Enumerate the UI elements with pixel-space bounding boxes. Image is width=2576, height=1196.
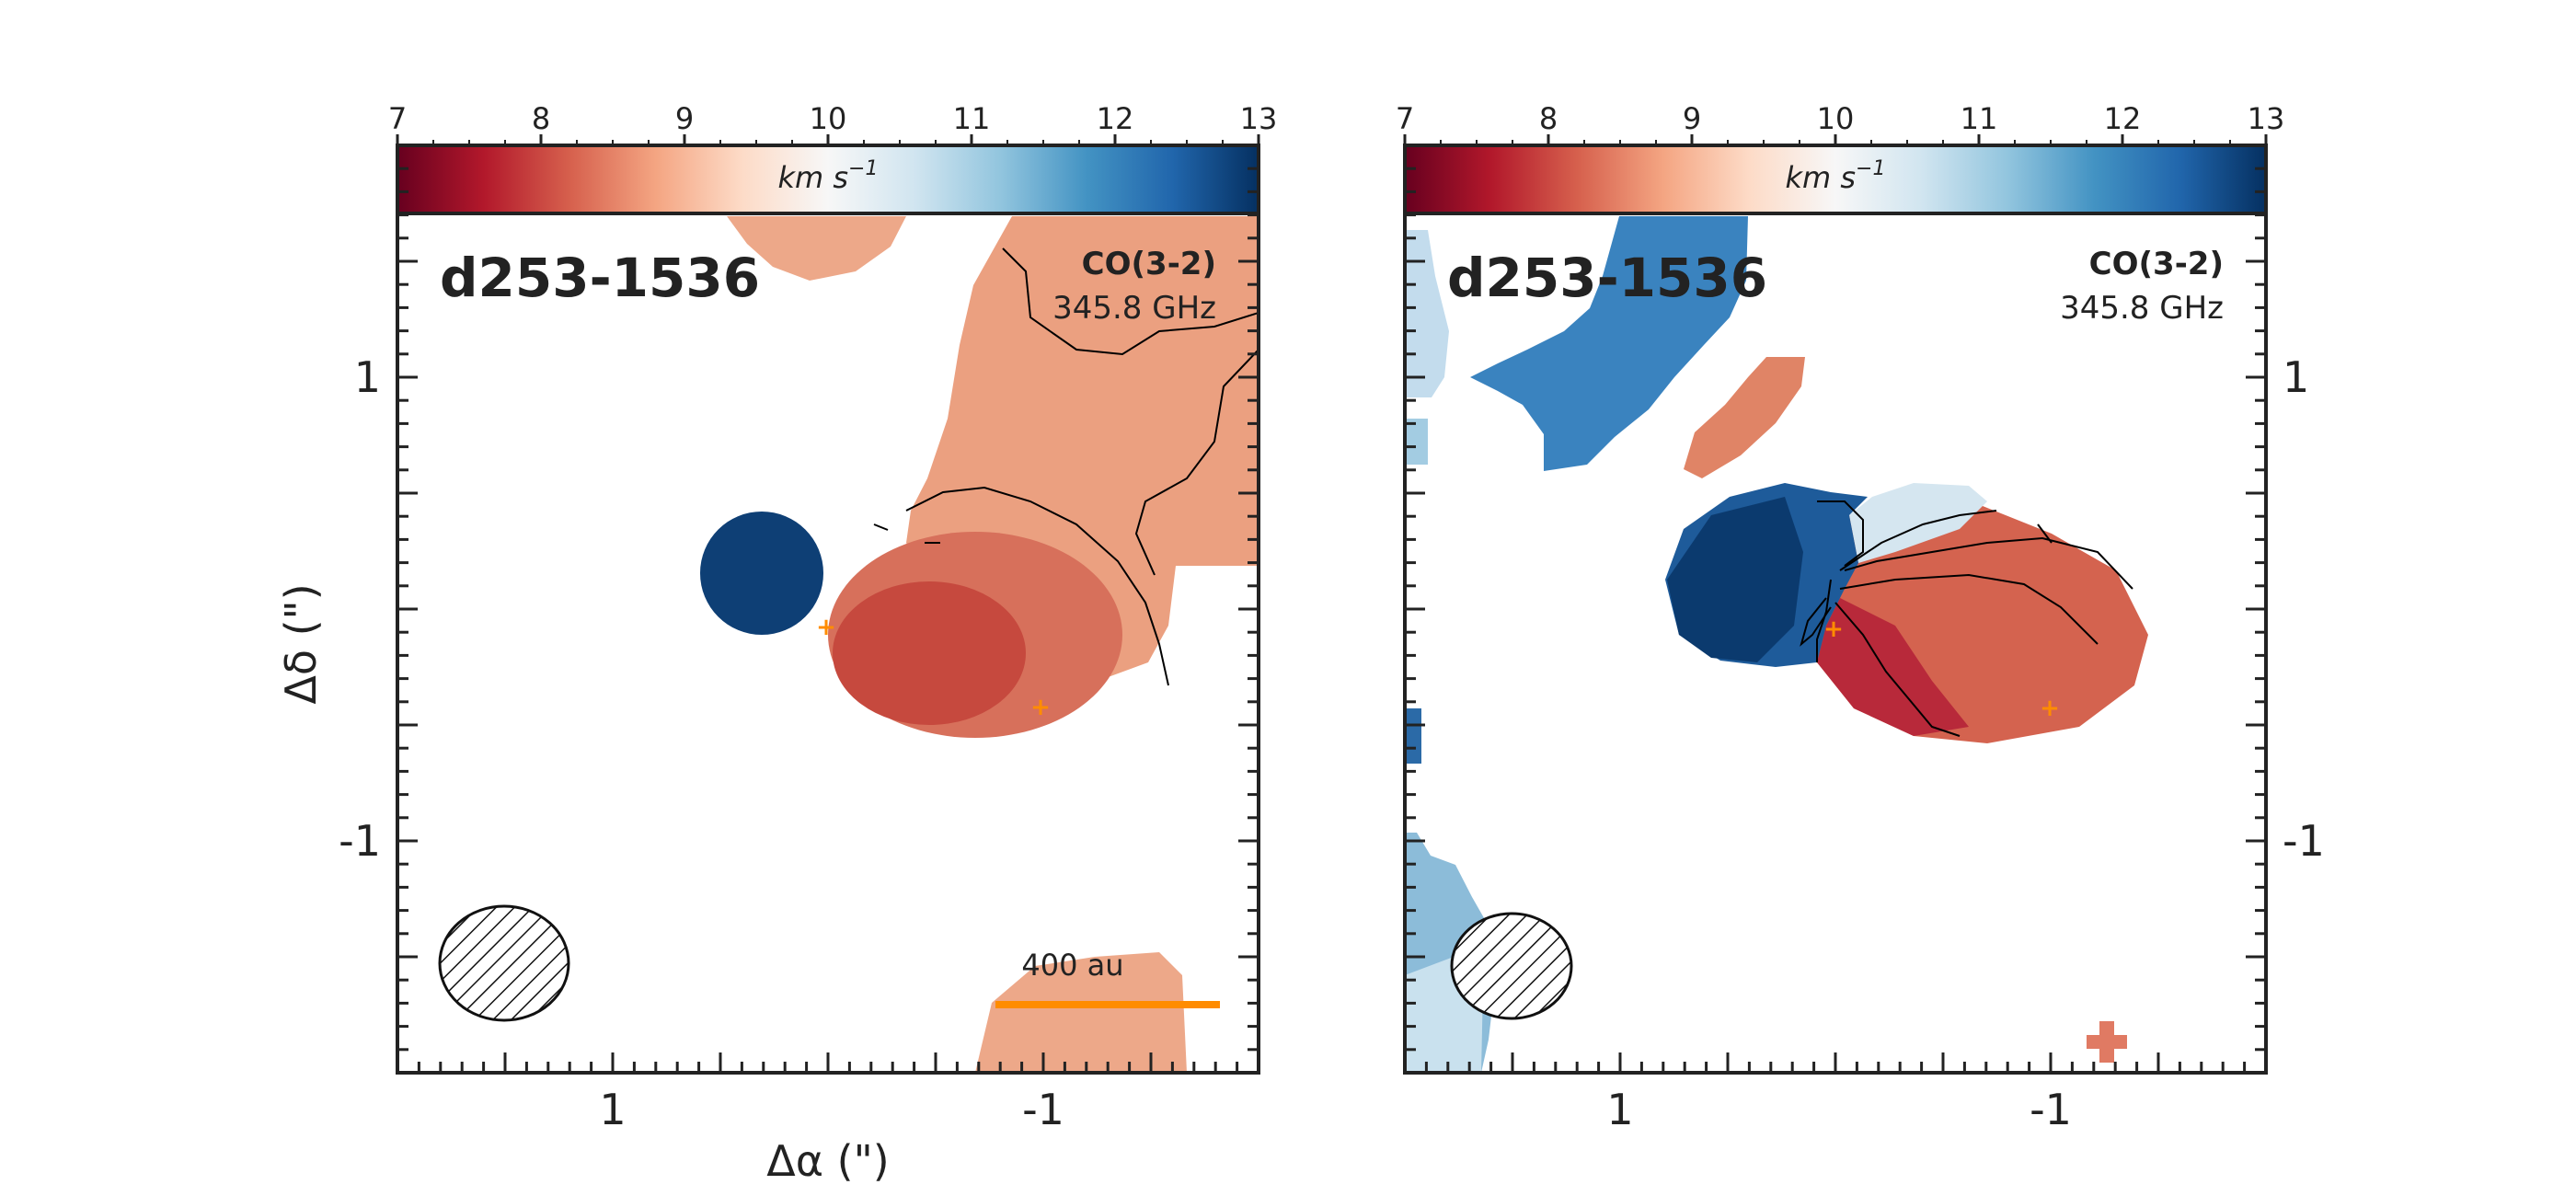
left-axis-ticks: 1 -1 1 -1 xyxy=(339,167,1259,1134)
colorbar-tick-label: 13 xyxy=(2248,101,2285,136)
x-tick-label: 1 xyxy=(599,1085,626,1134)
right-beam-ellipse xyxy=(1450,912,1573,1020)
x-tick-label: -1 xyxy=(2030,1085,2072,1134)
colorbar-tick-label: 9 xyxy=(675,101,694,136)
right-velocity-map xyxy=(1405,216,2148,1073)
star-marker: + xyxy=(2040,695,2060,722)
colorbar-tick-label: 7 xyxy=(1396,101,1414,136)
right-source-name: d253-1536 xyxy=(1447,247,1767,309)
colorbar-tick-label: 11 xyxy=(1961,101,1998,136)
left-frequency-label: 345.8 GHz xyxy=(1052,290,1216,327)
right-frequency-label: 345.8 GHz xyxy=(2060,290,2224,327)
star-marker: + xyxy=(816,614,836,641)
right-edge-dot xyxy=(1405,708,1421,764)
right-colorbar-ticks: 7 8 9 10 11 12 13 xyxy=(1396,101,2285,145)
left-velocity-map xyxy=(700,216,1259,1073)
right-small-red-cross xyxy=(2087,1021,2127,1063)
right-disk-blue-core xyxy=(1667,497,1803,662)
right-contours xyxy=(1800,500,2133,737)
star-marker: + xyxy=(1030,694,1051,721)
colorbar-tick-label: 12 xyxy=(2104,101,2142,136)
left-north-blob xyxy=(727,216,906,281)
colorbar-tick-label: 12 xyxy=(1097,101,1134,136)
colorbar-tick-label: 10 xyxy=(810,101,847,136)
right-colorbar-label: km s−1 xyxy=(1786,157,1886,195)
colorbar-tick-label: 11 xyxy=(953,101,991,136)
x-tick-label: -1 xyxy=(1022,1085,1064,1134)
colorbar-tick-label: 8 xyxy=(532,101,550,136)
left-source-name: d253-1536 xyxy=(440,247,760,309)
left-south-region xyxy=(975,952,1187,1073)
right-red-clump xyxy=(1684,357,1805,478)
colorbar-tick-label: 13 xyxy=(1240,101,1278,136)
left-contours xyxy=(873,247,1259,686)
left-colorbar-ticks: 7 8 9 10 11 12 13 xyxy=(388,101,1278,145)
right-edge-north xyxy=(1405,230,1449,397)
left-colorbar-label: km s−1 xyxy=(778,157,879,195)
y-axis-title: Δδ (") xyxy=(276,583,326,704)
left-beam-ellipse xyxy=(438,904,570,1022)
colorbar-tick-label: 9 xyxy=(1683,101,1701,136)
right-axis-ticks: 1 -1 1 -1 xyxy=(1405,167,2325,1134)
left-disk-core xyxy=(833,581,1026,725)
right-edge-mid xyxy=(1405,419,1428,465)
right-colorbar xyxy=(1403,144,2268,215)
colorbar-tick-label: 10 xyxy=(1817,101,1855,136)
left-colorbar xyxy=(396,144,1260,215)
y-tick-label: 1 xyxy=(354,352,381,402)
y-tick-label: -1 xyxy=(2283,816,2325,866)
left-blue-blob xyxy=(700,512,823,635)
left-panel: 400 au + + d253-1536 CO(3-2) 345.8 GHz k… xyxy=(276,101,1277,1186)
left-line-label: CO(3-2) xyxy=(1082,246,1216,282)
y-tick-label: -1 xyxy=(339,816,381,866)
colorbar-tick-label: 7 xyxy=(388,101,407,136)
y-tick-label: 1 xyxy=(2283,352,2309,402)
right-disk-red-core xyxy=(1817,598,1969,736)
colorbar-tick-label: 8 xyxy=(1539,101,1558,136)
right-streamer-region xyxy=(1470,216,1748,471)
star-marker: + xyxy=(1823,615,1844,643)
x-axis-title: Δα (") xyxy=(766,1136,889,1186)
x-tick-label: 1 xyxy=(1606,1085,1633,1134)
right-panel: + + d253-1536 CO(3-2) 345.8 GHz km s−1 7… xyxy=(1396,101,2325,1134)
right-disk-light-region xyxy=(1849,483,1987,563)
scale-bar-label: 400 au xyxy=(1021,948,1123,983)
right-line-label: CO(3-2) xyxy=(2089,246,2224,282)
